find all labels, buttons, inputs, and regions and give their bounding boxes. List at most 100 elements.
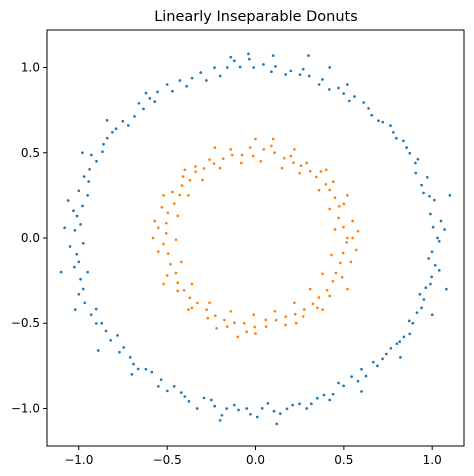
data-point [301, 67, 305, 71]
data-point [102, 142, 105, 146]
data-point [273, 309, 277, 313]
x-tick-label: −0.5 [153, 453, 182, 467]
data-points-layer [59, 52, 452, 426]
data-point [364, 374, 368, 378]
data-point [156, 90, 159, 94]
y-tick-label: 1.0 [21, 61, 40, 75]
data-point [165, 389, 169, 393]
data-point [284, 73, 288, 76]
data-point [172, 202, 176, 205]
data-point [291, 403, 294, 407]
data-point [213, 146, 217, 149]
data-point [126, 124, 130, 127]
data-point [96, 349, 100, 352]
data-point [416, 157, 420, 161]
data-point [324, 168, 328, 172]
data-point [432, 198, 436, 202]
data-point [232, 59, 236, 63]
data-point [249, 412, 252, 416]
data-point [384, 352, 388, 356]
data-point [437, 269, 441, 272]
data-point [298, 402, 301, 406]
data-point [429, 212, 432, 216]
data-point [293, 312, 297, 316]
data-point [226, 66, 229, 69]
data-point [376, 364, 379, 368]
data-point [137, 101, 141, 105]
data-point [341, 251, 345, 255]
data-point [433, 263, 437, 267]
data-point [253, 325, 257, 329]
data-point [429, 282, 432, 286]
data-point [274, 318, 278, 322]
data-point [289, 69, 293, 73]
data-point [414, 171, 418, 175]
data-point [347, 99, 351, 103]
data-point [325, 288, 329, 292]
data-point [190, 76, 194, 80]
data-point [342, 92, 346, 95]
data-point [311, 302, 315, 306]
data-point [338, 261, 342, 265]
data-point [233, 321, 236, 325]
data-point [176, 281, 180, 285]
data-point [77, 260, 81, 264]
data-point [79, 277, 82, 281]
data-point [254, 137, 257, 141]
data-point [430, 313, 434, 317]
data-point [179, 391, 183, 394]
data-point [116, 334, 119, 337]
data-point [130, 373, 134, 376]
data-point [298, 73, 302, 77]
y-tick-label: 0.0 [21, 231, 40, 245]
series-2 [151, 137, 360, 339]
data-point [402, 335, 406, 339]
data-point [178, 193, 182, 197]
data-point [264, 318, 268, 322]
data-point [77, 292, 81, 296]
data-point [165, 274, 169, 277]
data-point [81, 241, 85, 245]
data-point [391, 130, 395, 134]
data-point [79, 223, 82, 226]
data-point [100, 321, 104, 325]
data-point [308, 169, 312, 173]
data-point [315, 306, 319, 310]
data-point [82, 175, 86, 178]
data-point [280, 166, 284, 170]
data-point [213, 404, 217, 408]
data-point [136, 367, 140, 371]
data-point [266, 402, 270, 405]
data-point [232, 403, 236, 407]
data-point [122, 346, 126, 349]
data-point [294, 321, 298, 325]
data-point [330, 253, 333, 257]
data-point [346, 83, 349, 86]
data-point [437, 240, 441, 243]
data-point [307, 54, 310, 57]
data-point [431, 225, 435, 229]
data-point [293, 147, 296, 151]
data-point [151, 236, 155, 240]
data-point [356, 379, 360, 383]
data-point [346, 236, 349, 240]
data-point [188, 296, 192, 300]
y-tick-label: 0.5 [21, 146, 40, 160]
data-point [422, 298, 426, 301]
data-point [105, 136, 109, 140]
data-point [248, 146, 252, 149]
data-point [444, 287, 448, 291]
data-point [408, 332, 412, 336]
data-point [448, 194, 452, 197]
data-point [221, 157, 225, 161]
plot-frame [46, 29, 465, 447]
data-point [418, 292, 422, 296]
data-point [424, 286, 428, 290]
data-point [111, 130, 114, 134]
data-point [264, 325, 268, 329]
data-point [439, 219, 443, 223]
data-point [153, 219, 157, 223]
data-point [351, 219, 355, 223]
data-point [342, 225, 345, 229]
